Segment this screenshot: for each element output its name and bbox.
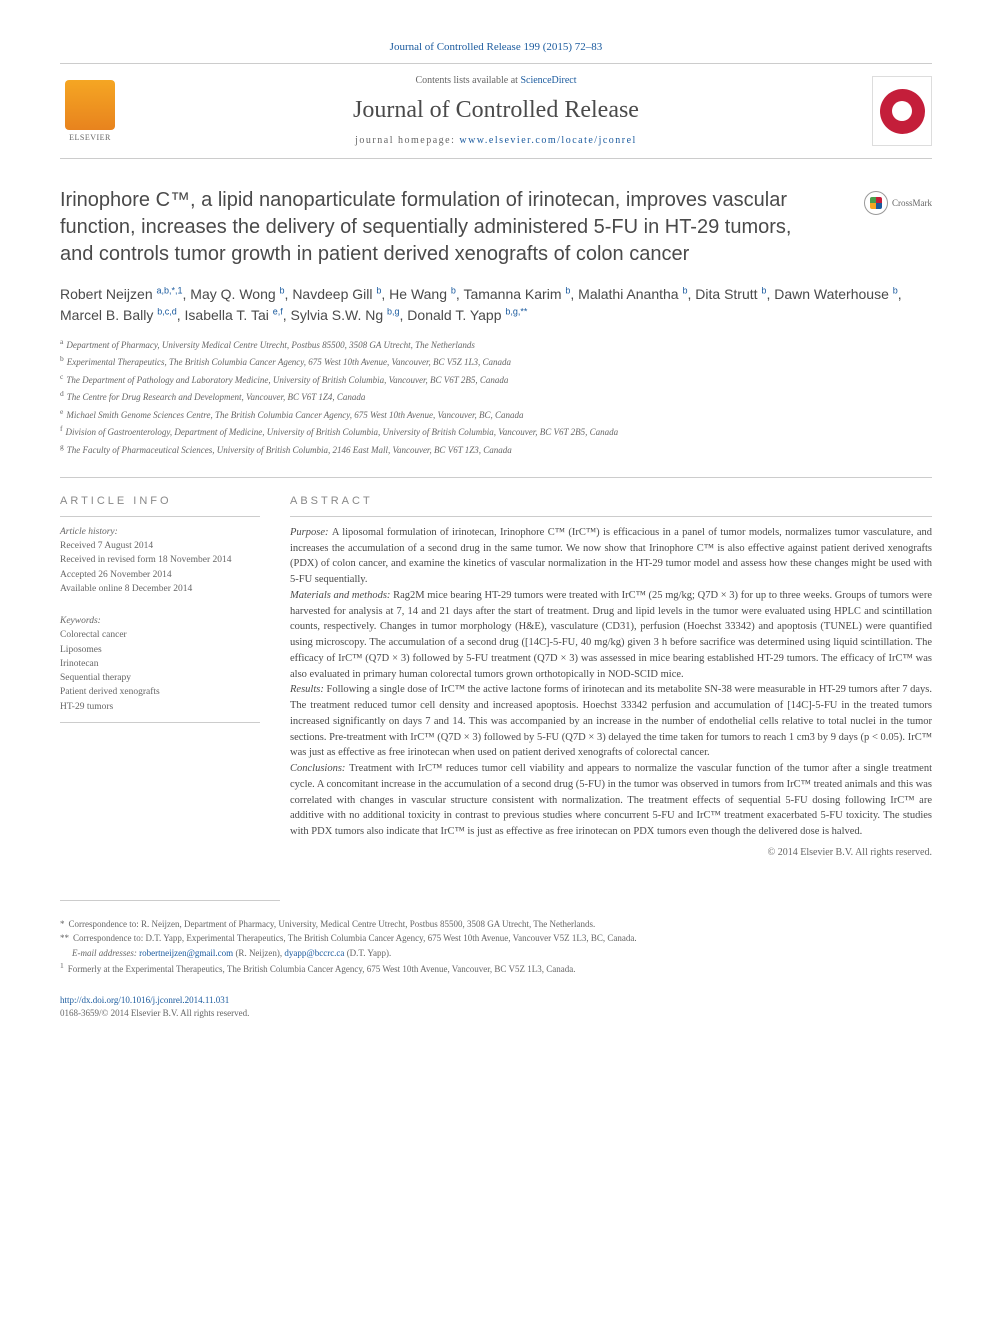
crossmark-badge[interactable]: CrossMark [864,191,932,215]
keyword-item: Liposomes [60,643,260,657]
keyword-item: Irinotecan [60,657,260,671]
corr1-text: Correspondence to: R. Neijzen, Departmen… [69,919,596,929]
corr2-text: Correspondence to: D.T. Yapp, Experiment… [73,933,637,943]
homepage-prefix: journal homepage: [355,135,459,146]
abstract-header: ABSTRACT [290,494,932,516]
article-history: Article history: Received 7 August 2014 … [60,525,260,596]
keyword-item: Patient derived xenografts [60,685,260,699]
purpose-label: Purpose: [290,527,332,538]
conclusions-label: Conclusions: [290,763,349,774]
email2-link[interactable]: dyapp@bccrc.ca [284,948,344,958]
homepage-link[interactable]: www.elsevier.com/locate/jconrel [459,135,636,146]
crossmark-icon [864,191,888,215]
email-label: E-mail addresses: [72,948,139,958]
elsevier-logo: ELSEVIER [60,76,120,146]
doi-link[interactable]: http://dx.doi.org/10.1016/j.jconrel.2014… [60,995,229,1005]
corr1-marker: * [60,919,65,929]
cover-graphic-icon [880,89,925,134]
article-info-header: ARTICLE INFO [60,494,260,516]
revised-date: Received in revised form 18 November 201… [60,553,260,567]
results-text: Following a single dose of IrC™ the acti… [290,684,932,758]
abstract-copyright: © 2014 Elsevier B.V. All rights reserved… [290,846,932,860]
note1-text: Formerly at the Experimental Therapeutic… [68,964,576,974]
received-date: Received 7 August 2014 [60,539,260,553]
crossmark-label: CrossMark [892,197,932,210]
keyword-item: Colorectal cancer [60,628,260,642]
affiliation-item: aDepartment of Pharmacy, University Medi… [60,336,932,353]
publisher-name: ELSEVIER [69,132,111,143]
journal-title: Journal of Controlled Release [120,94,872,128]
contents-available: Contents lists available at ScienceDirec… [120,74,872,88]
note1-marker: 1 [60,961,64,970]
footer-divider [60,900,280,911]
corr2-marker: ** [60,933,69,943]
keywords-block: Keywords: Colorectal cancerLiposomesIrin… [60,614,260,723]
email1-link[interactable]: robertneijzen@gmail.com [139,948,233,958]
email1-name: (R. Neijzen), [233,948,284,958]
methods-label: Materials and methods: [290,590,393,601]
affiliation-item: bExperimental Therapeutics, The British … [60,353,932,370]
affiliation-item: gThe Faculty of Pharmaceutical Sciences,… [60,441,932,458]
results-label: Results: [290,684,327,695]
doi-block: http://dx.doi.org/10.1016/j.jconrel.2014… [60,994,932,1019]
methods-text: Rag2M mice bearing HT-29 tumors were tre… [290,590,932,680]
email2-name: (D.T. Yapp). [344,948,391,958]
abstract-body: Purpose: A liposomal formulation of irin… [290,525,932,840]
keyword-item: HT-29 tumors [60,700,260,714]
history-label: Article history: [60,525,260,539]
elsevier-tree-icon [65,80,115,130]
citation-header: Journal of Controlled Release 199 (2015)… [60,40,932,55]
journal-homepage: journal homepage: www.elsevier.com/locat… [120,134,872,148]
correspondence-notes: * Correspondence to: R. Neijzen, Departme… [60,917,932,977]
issn-copyright: 0168-3659/© 2014 Elsevier B.V. All right… [60,1007,932,1020]
affiliation-item: cThe Department of Pathology and Laborat… [60,371,932,388]
journal-header: ELSEVIER Contents lists available at Sci… [60,63,932,159]
affiliation-item: fDivision of Gastroenterology, Departmen… [60,423,932,440]
conclusions-text: Treatment with IrC™ reduces tumor cell v… [290,763,932,837]
journal-cover-image [872,76,932,146]
contents-prefix: Contents lists available at [415,75,520,86]
keywords-label: Keywords: [60,614,260,628]
accepted-date: Accepted 26 November 2014 [60,568,260,582]
affiliation-item: eMichael Smith Genome Sciences Centre, T… [60,406,932,423]
online-date: Available online 8 December 2014 [60,582,260,596]
keyword-item: Sequential therapy [60,671,260,685]
purpose-text: A liposomal formulation of irinotecan, I… [290,527,932,585]
affiliation-item: dThe Centre for Drug Research and Develo… [60,388,932,405]
author-list: Robert Neijzen a,b,*,1, May Q. Wong b, N… [60,284,932,326]
article-title: Irinophore C™, a lipid nanoparticulate f… [60,187,932,268]
affiliations-list: aDepartment of Pharmacy, University Medi… [60,336,932,458]
sciencedirect-link[interactable]: ScienceDirect [520,75,576,86]
